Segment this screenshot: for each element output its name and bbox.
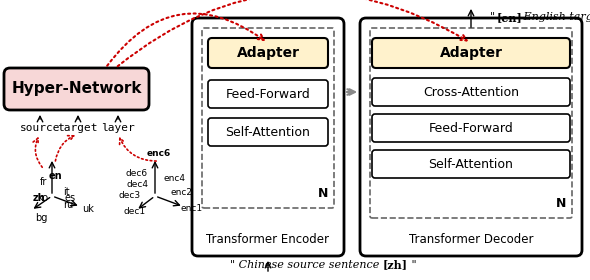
FancyBboxPatch shape <box>202 28 334 208</box>
Text: it: it <box>63 187 69 197</box>
Text: Feed-Forward: Feed-Forward <box>225 87 310 101</box>
Text: Cross-Attention: Cross-Attention <box>423 85 519 99</box>
FancyBboxPatch shape <box>372 150 570 178</box>
FancyBboxPatch shape <box>370 28 572 218</box>
Text: Self-Attention: Self-Attention <box>225 125 310 139</box>
Text: [en]: [en] <box>497 12 523 23</box>
Text: enc1: enc1 <box>181 204 202 213</box>
Text: dec1: dec1 <box>124 207 146 216</box>
Text: zh: zh <box>32 193 45 203</box>
Text: Hyper-Network: Hyper-Network <box>11 81 142 97</box>
Text: en: en <box>48 171 62 181</box>
Text: target: target <box>58 123 99 133</box>
Text: Adapter: Adapter <box>237 46 300 60</box>
Text: [zh]: [zh] <box>383 259 408 270</box>
Text: Self-Attention: Self-Attention <box>428 157 513 171</box>
FancyBboxPatch shape <box>208 118 328 146</box>
FancyBboxPatch shape <box>192 18 344 256</box>
Text: es: es <box>64 193 76 203</box>
FancyBboxPatch shape <box>360 18 582 256</box>
Text: Feed-Forward: Feed-Forward <box>428 122 513 134</box>
Text: dec6: dec6 <box>125 169 148 178</box>
Text: dec3: dec3 <box>119 191 141 200</box>
Text: " Chinese source sentence: " Chinese source sentence <box>230 260 383 270</box>
Text: enc6: enc6 <box>147 150 171 158</box>
FancyBboxPatch shape <box>4 68 149 110</box>
FancyBboxPatch shape <box>208 38 328 68</box>
Text: enc4: enc4 <box>163 174 185 183</box>
Text: dec4: dec4 <box>126 180 149 189</box>
Text: ": " <box>408 260 417 270</box>
Text: layer: layer <box>101 123 135 133</box>
FancyBboxPatch shape <box>372 114 570 142</box>
FancyBboxPatch shape <box>208 80 328 108</box>
FancyBboxPatch shape <box>372 38 570 68</box>
FancyBboxPatch shape <box>372 78 570 106</box>
Text: English target sentence ": English target sentence " <box>520 12 590 22</box>
Text: source: source <box>19 123 60 133</box>
Text: enc2: enc2 <box>171 188 193 197</box>
Text: Transformer Encoder: Transformer Encoder <box>206 233 329 246</box>
Text: N: N <box>317 187 328 200</box>
Text: bg: bg <box>35 213 48 223</box>
Text: uk: uk <box>83 204 94 214</box>
Text: fr: fr <box>40 177 48 187</box>
Text: ": " <box>490 12 499 22</box>
Text: ru: ru <box>63 200 73 210</box>
Text: Adapter: Adapter <box>440 46 503 60</box>
Text: Transformer Decoder: Transformer Decoder <box>409 233 533 246</box>
Text: N: N <box>556 197 566 210</box>
Text: ko: ko <box>37 193 48 203</box>
